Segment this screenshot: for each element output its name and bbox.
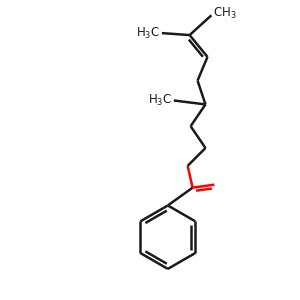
- Text: CH$_3$: CH$_3$: [213, 6, 237, 21]
- Text: H$_3$C: H$_3$C: [136, 26, 160, 40]
- Text: H$_3$C: H$_3$C: [148, 93, 172, 108]
